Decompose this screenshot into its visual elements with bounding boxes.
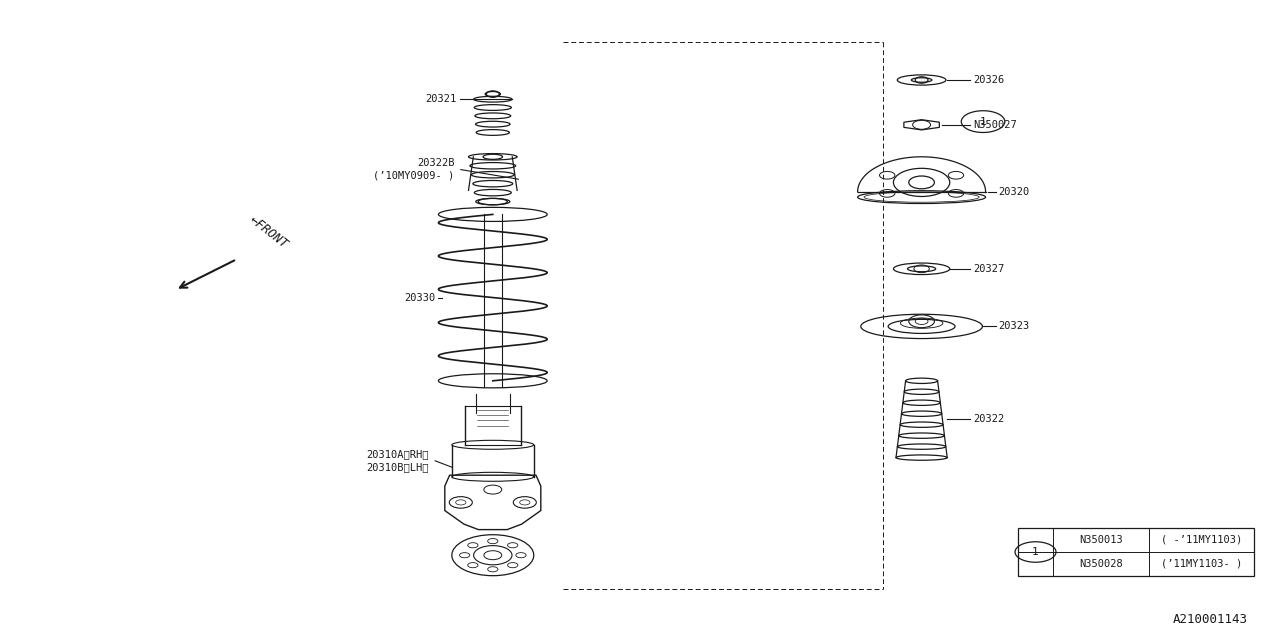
Text: (’11MY1103- ): (’11MY1103- ) xyxy=(1161,559,1243,569)
Text: ( -’11MY1103): ( -’11MY1103) xyxy=(1161,535,1243,545)
Text: N350027: N350027 xyxy=(973,120,1016,130)
Text: (’10MY0909- ): (’10MY0909- ) xyxy=(374,171,454,181)
Text: N350013: N350013 xyxy=(1079,535,1124,545)
Text: 20326: 20326 xyxy=(973,75,1004,85)
Text: 1: 1 xyxy=(979,116,987,127)
Text: 20320: 20320 xyxy=(998,187,1029,197)
Text: A210001143: A210001143 xyxy=(1172,613,1248,626)
Text: 20327: 20327 xyxy=(973,264,1004,274)
Text: 20310B〈LH〉: 20310B〈LH〉 xyxy=(366,462,429,472)
Text: 20321: 20321 xyxy=(426,94,457,104)
Text: 20323: 20323 xyxy=(998,321,1029,332)
Text: 20310A〈RH〉: 20310A〈RH〉 xyxy=(366,449,429,460)
Text: 1: 1 xyxy=(1032,547,1039,557)
Text: N350028: N350028 xyxy=(1079,559,1124,569)
Text: 20330: 20330 xyxy=(404,292,435,303)
Text: 20322: 20322 xyxy=(973,414,1004,424)
Text: 20322B: 20322B xyxy=(417,158,454,168)
Bar xyxy=(1018,528,1254,576)
Text: ←FRONT: ←FRONT xyxy=(247,214,291,252)
